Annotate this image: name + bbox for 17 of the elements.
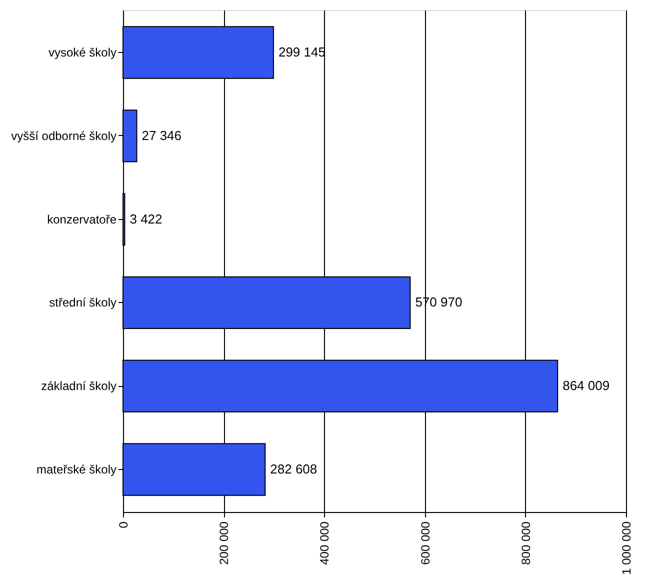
data-label: 864 009: [562, 378, 610, 394]
x-tick-label: 600 000: [418, 521, 432, 565]
data-label: 27 346: [142, 128, 182, 143]
x-tick-label: 0: [116, 521, 130, 528]
x-tick-label: 800 000: [518, 521, 533, 565]
x-tick-label: 1 000 000: [620, 521, 634, 575]
y-tick-label: mateřské školy: [36, 462, 116, 476]
y-tick-label: základní školy: [41, 379, 116, 394]
x-tick-label: 200 000: [217, 521, 232, 565]
y-tick-label: vysoké školy: [48, 46, 116, 60]
data-label: 3 422: [130, 211, 162, 226]
data-label: 282 608: [270, 461, 318, 476]
y-tick-label: konzervatoře: [47, 212, 117, 226]
y-tick-label: vyšší odborné školy: [11, 128, 116, 143]
x-tick-label: 400 000: [318, 521, 332, 565]
y-tick-label: střední školy: [49, 296, 116, 310]
bar: [122, 110, 138, 162]
